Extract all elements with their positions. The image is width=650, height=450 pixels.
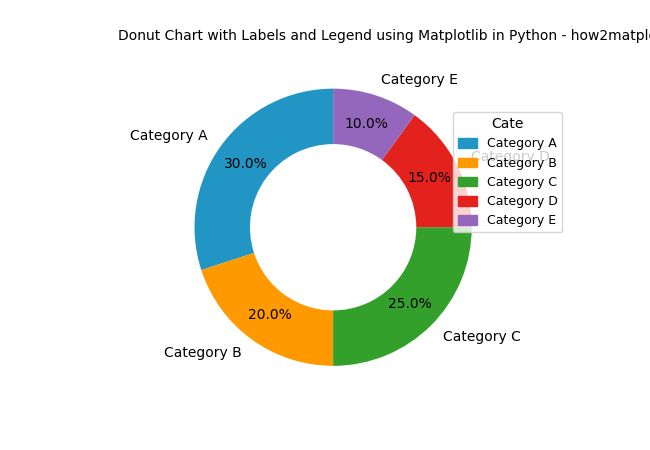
Text: Category D: Category D bbox=[471, 150, 551, 164]
Text: Category C: Category C bbox=[443, 330, 521, 344]
Legend: Category A, Category B, Category C, Category D, Category E: Category A, Category B, Category C, Cate… bbox=[453, 112, 562, 233]
Text: Donut Chart with Labels and Legend using Matplotlib in Python - how2matplotlib.: Donut Chart with Labels and Legend using… bbox=[118, 29, 650, 43]
Wedge shape bbox=[194, 89, 333, 270]
Text: Category E: Category E bbox=[381, 72, 458, 86]
Text: 25.0%: 25.0% bbox=[387, 297, 432, 310]
Text: 20.0%: 20.0% bbox=[248, 308, 291, 322]
Text: 30.0%: 30.0% bbox=[224, 157, 268, 171]
Wedge shape bbox=[333, 227, 472, 366]
Wedge shape bbox=[202, 253, 333, 366]
Wedge shape bbox=[382, 115, 472, 227]
Text: Category A: Category A bbox=[130, 129, 207, 143]
Text: Category B: Category B bbox=[164, 346, 242, 360]
Wedge shape bbox=[333, 89, 415, 160]
Text: 15.0%: 15.0% bbox=[408, 171, 451, 185]
Text: 10.0%: 10.0% bbox=[344, 117, 389, 131]
